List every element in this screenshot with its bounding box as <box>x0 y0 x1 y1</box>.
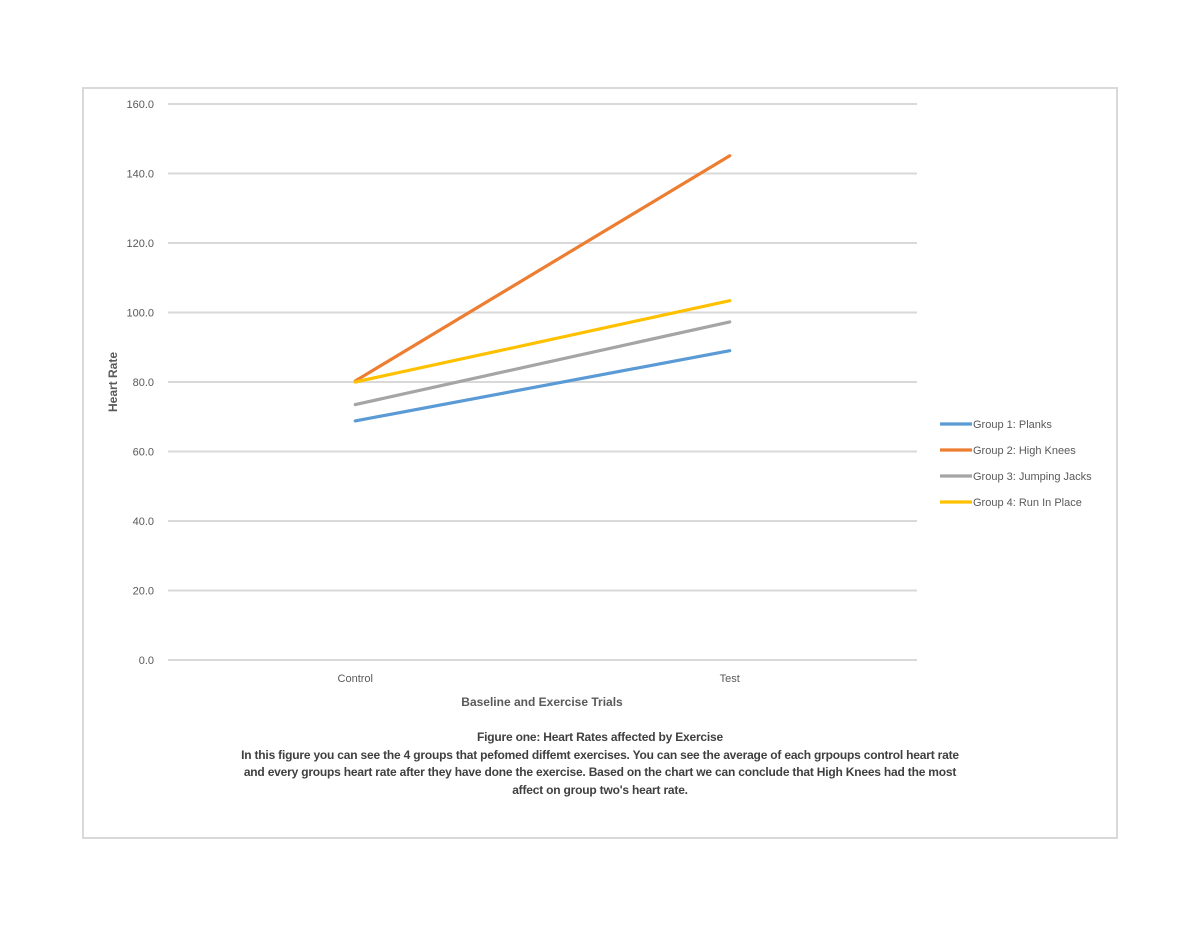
y-tick-label: 0.0 <box>139 655 154 667</box>
series-line <box>353 349 732 423</box>
legend-label: Group 2: High Knees <box>973 445 1076 457</box>
caption-title: Figure one: Heart Rates affected by Exer… <box>477 730 723 744</box>
series-lines <box>353 154 732 423</box>
y-tick-label: 20.0 <box>133 586 154 598</box>
legend-item: Group 4: Run In Place <box>940 497 1082 509</box>
figure-caption: Figure one: Heart Rates affected by Exer… <box>100 729 1100 799</box>
legend-item: Group 2: High Knees <box>940 445 1076 457</box>
legend-label: Group 4: Run In Place <box>973 497 1082 509</box>
line-chart: 0.020.040.060.080.0100.0120.0140.0160.0 … <box>106 99 1092 709</box>
gridlines <box>168 103 917 661</box>
caption-line-1: In this figure you can see the 4 groups … <box>241 747 959 762</box>
y-tick-label: 100.0 <box>126 308 154 320</box>
y-tick-label: 60.0 <box>133 447 154 459</box>
chart-frame <box>82 87 1118 839</box>
x-axis-ticks: Control Test <box>338 673 740 685</box>
series-line <box>353 299 732 384</box>
x-tick-label: Control <box>338 673 373 685</box>
y-tick-label: 160.0 <box>126 99 154 111</box>
y-tick-label: 120.0 <box>126 238 154 250</box>
y-tick-label: 140.0 <box>126 169 154 181</box>
y-tick-label: 40.0 <box>133 516 154 528</box>
legend-label: Group 3: Jumping Jacks <box>973 471 1092 483</box>
legend-label: Group 1: Planks <box>973 419 1052 431</box>
legend: Group 1: Planks Group 2: High Knees Group … <box>940 419 1092 509</box>
legend-item: Group 1: Planks <box>940 419 1052 431</box>
y-axis-ticks: 0.0 20.0 40.0 60.0 80.0 100.0 120.0 140.0 160.0 <box>126 99 154 667</box>
caption-line-3: affect on group two's heart rate. <box>512 782 688 797</box>
y-tick-label: 80.0 <box>133 377 154 389</box>
caption-line-2: and every groups heart rate after they h… <box>243 765 957 779</box>
series-line <box>353 320 732 407</box>
y-axis-label: Heart Rate <box>106 352 120 412</box>
series-line <box>353 154 732 383</box>
x-axis-label: Baseline and Exercise Trials <box>461 695 623 709</box>
x-tick-label: Test <box>720 673 740 685</box>
legend-item: Group 3: Jumping Jacks <box>940 471 1092 483</box>
